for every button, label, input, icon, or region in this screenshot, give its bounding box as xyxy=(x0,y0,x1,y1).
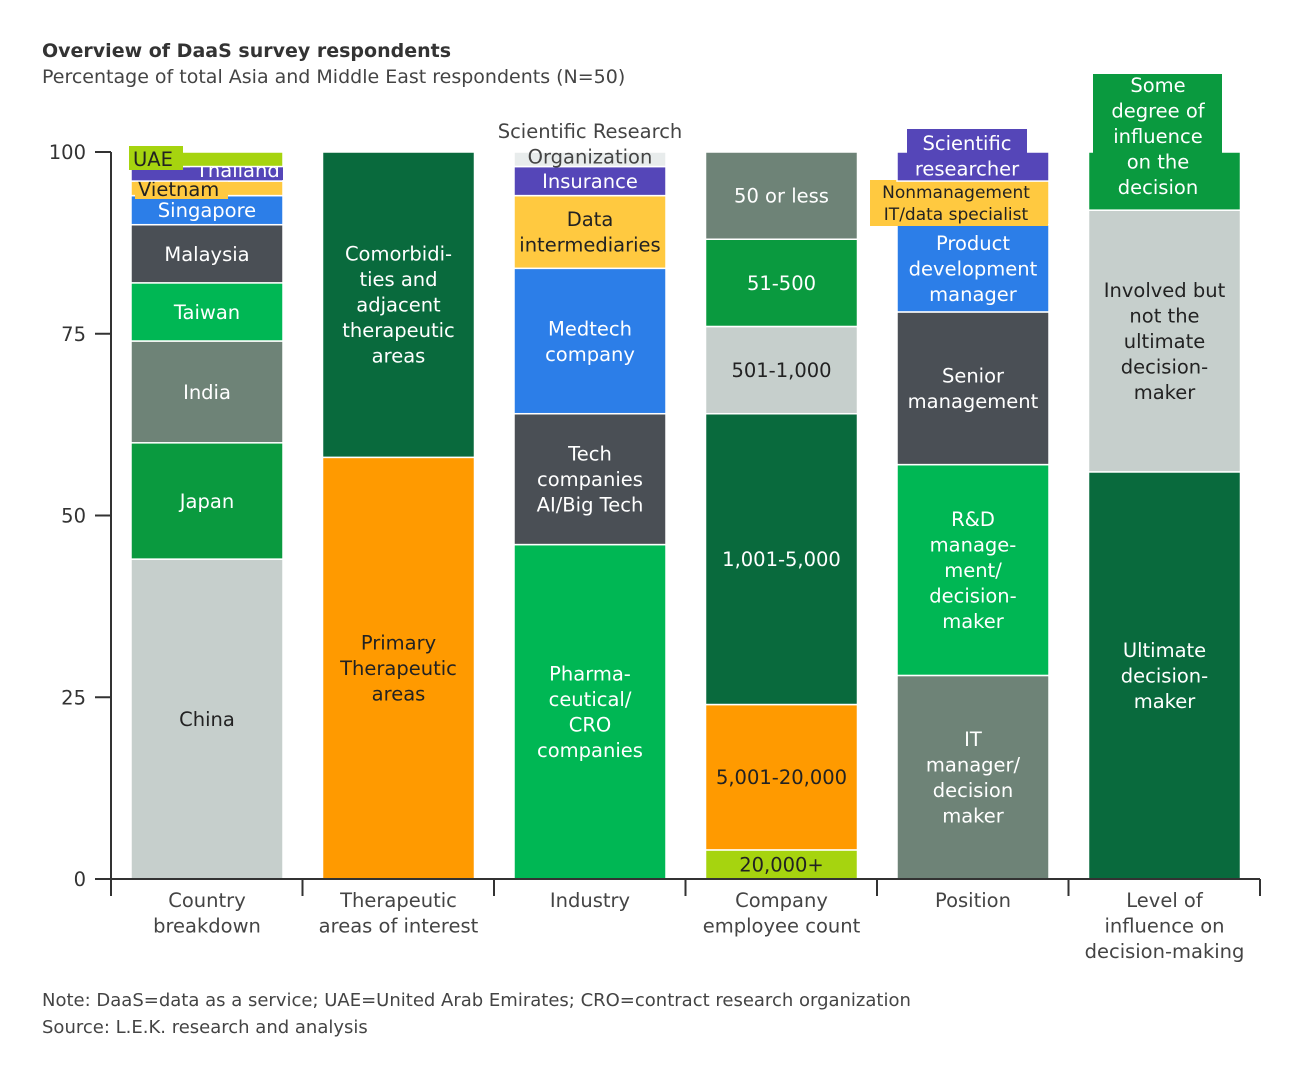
segment-label: Taiwan xyxy=(173,301,240,324)
bar-segment xyxy=(513,267,667,415)
segment-label: Comorbidi-ties and adjacent therapeutic are… xyxy=(342,243,455,368)
footnote: Note: DaaS=data as a service; UAE=United… xyxy=(42,990,911,1011)
segment-label: Senior management xyxy=(908,365,1039,414)
label-box xyxy=(870,180,1048,226)
x-category-label: Country breakdown xyxy=(153,889,261,938)
segment-label: Primary Therapeutic areas xyxy=(339,632,457,706)
bar-segment xyxy=(1087,151,1242,211)
segment-label: India xyxy=(183,381,231,404)
bar-segment xyxy=(896,463,1050,677)
segment-label: 50 or less xyxy=(734,185,829,208)
segment-label: Insurance xyxy=(542,170,638,193)
segment-label: 1,001-5,000 xyxy=(722,548,841,571)
x-category-label: Therapeutic areas of interest xyxy=(319,889,479,938)
chart-title: Overview of DaaS survey respondents xyxy=(42,40,452,62)
bar-segment xyxy=(513,151,667,168)
bar-segment xyxy=(130,558,284,880)
bar-segment xyxy=(704,238,859,328)
segment-label: 5,001-20,000 xyxy=(716,766,847,789)
x-category-label: Industry xyxy=(550,889,630,912)
y-tick-label: 0 xyxy=(74,868,86,891)
segment-label: Product development manager xyxy=(909,232,1038,306)
bar-segment xyxy=(704,849,859,880)
segment-label: Pharma-ceutical/CRO companies xyxy=(537,663,643,763)
segment-label: IT manager/decision maker xyxy=(926,728,1021,828)
segment-label: 51-500 xyxy=(747,272,816,295)
bar-segment xyxy=(513,412,667,546)
segment-label: UAE xyxy=(133,148,173,171)
segment-label: 20,000+ xyxy=(739,853,824,876)
y-tick-label: 25 xyxy=(61,686,86,709)
segment-label: Scientific researcher xyxy=(915,132,1020,181)
segment-label: Japan xyxy=(178,490,234,513)
bar-segment xyxy=(1087,209,1242,473)
label-box xyxy=(1093,74,1222,154)
bar-segment xyxy=(896,151,1050,182)
bar-segment xyxy=(513,194,667,270)
bar-segment xyxy=(704,325,859,415)
label-box xyxy=(907,129,1027,154)
segment-label: Nonmanagement IT/data specialist xyxy=(882,183,1030,225)
segment-label: Involved but not the ultimate decision-make… xyxy=(1104,279,1226,404)
segment-label: Some degree of influence on the decision xyxy=(1111,74,1205,199)
segment-label: Singapore xyxy=(158,199,256,222)
segment-label: Medtech company xyxy=(545,317,635,366)
bar-segment xyxy=(321,151,476,459)
segment-label: Tech companies AI/Big Tech xyxy=(537,443,644,517)
bar-segment xyxy=(704,703,859,851)
bar-segment xyxy=(130,442,284,560)
bar-segment xyxy=(896,223,1050,313)
bar-segment xyxy=(704,151,859,240)
y-tick-label: 50 xyxy=(61,505,86,528)
label-box xyxy=(135,180,228,199)
bar-segment xyxy=(896,311,1050,466)
y-tick-label: 100 xyxy=(49,141,86,164)
bar-segment xyxy=(130,340,284,444)
segment-label: Malaysia xyxy=(164,243,249,266)
segment-label: Vietnam xyxy=(138,178,219,201)
segment-label: Scientific Research Organization xyxy=(498,120,683,169)
bar-segment xyxy=(513,543,667,880)
bar-segment xyxy=(896,674,1050,880)
chart-subtitle: Percentage of total Asia and Middle East… xyxy=(42,66,626,88)
x-category-label: Company employee count xyxy=(703,889,861,938)
segment-label: Data intermediaries xyxy=(519,208,660,257)
y-tick-label: 75 xyxy=(61,323,86,346)
segment-label: 501-1,000 xyxy=(731,359,831,382)
segment-label: Ultimate decision-maker xyxy=(1121,639,1208,713)
x-category-label: Position xyxy=(935,889,1011,912)
source-note: Source: L.E.K. research and analysis xyxy=(42,1017,368,1038)
bar-segment xyxy=(704,412,859,706)
bar-segment xyxy=(321,456,476,880)
segment-label: R&D manage-ment/decision-maker xyxy=(929,508,1016,633)
segment-label: China xyxy=(179,708,235,731)
label-box xyxy=(129,146,183,170)
bar-segment xyxy=(513,165,667,197)
x-category-label: Level of influence on decision-making xyxy=(1085,889,1245,963)
